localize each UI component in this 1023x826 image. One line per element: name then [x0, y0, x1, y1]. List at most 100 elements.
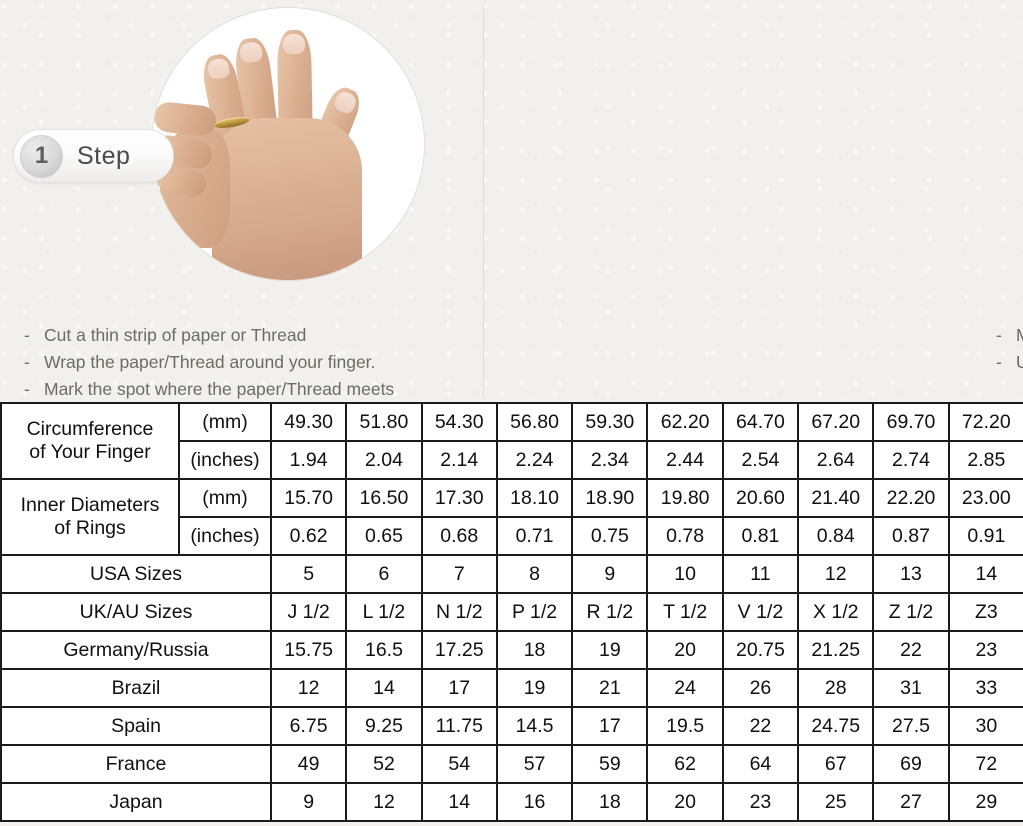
data-cell: 19	[571, 630, 649, 670]
data-cell: T 1/2	[646, 592, 724, 632]
data-cell: 0.75	[571, 516, 649, 556]
table-row: (inches) 1.94 2.04 2.14 2.24 2.34 2.44 2.54 2.64…	[1, 440, 1023, 480]
data-cell: 69.70	[872, 402, 950, 442]
data-cell: 52	[345, 744, 423, 784]
data-cell: 69	[872, 744, 950, 784]
instruction-line: -Use the following chart to determine yo…	[996, 349, 1023, 376]
data-cell: V 1/2	[721, 592, 800, 632]
data-cell: 19	[495, 668, 574, 708]
data-cell: 12	[269, 668, 348, 708]
data-cell: 11	[721, 554, 800, 594]
hand-with-thread-on-finger-photo	[152, 8, 424, 280]
data-cell: 2.04	[345, 440, 423, 480]
row-header-label: Circumference of Your Finger	[0, 402, 180, 480]
instruction-text: Mark the spot where the paper/Thread mee…	[44, 379, 395, 399]
data-cell: 21	[571, 668, 649, 708]
ring-size-chart: Circumference of Your Finger (mm) 49.30 51.8…	[0, 402, 1023, 822]
row-unit-label: (mm)	[178, 402, 272, 442]
table-row: Germany/Russia 15.75 16.5 17.25 18 19 20 20.75 2…	[0, 630, 1023, 670]
data-cell: 59.30	[571, 402, 649, 442]
data-cell: 20	[646, 782, 724, 822]
data-cell: 54	[420, 744, 498, 784]
data-cell: 27.5	[872, 706, 950, 746]
row-header-label: Spain	[0, 706, 272, 746]
data-cell: 15.70	[269, 478, 348, 518]
data-cell: 22	[721, 706, 800, 746]
data-cell: 16.5	[345, 630, 423, 670]
data-cell: J 1/2	[269, 592, 348, 632]
data-cell: 25	[797, 782, 875, 822]
row-header-label: USA Sizes	[0, 554, 272, 594]
instruction-line: -Measure the length of the thread with y…	[996, 322, 1023, 349]
data-cell: 0.62	[269, 516, 348, 556]
size-chart-body: Circumference of Your Finger (mm) 49.30 51.8…	[0, 402, 1023, 822]
step-1-number: 1	[20, 134, 63, 178]
data-cell: 20.75	[721, 630, 800, 670]
step-2-panel: 1 2 3 MADE IN CHINA 2 Step -Measure the …	[484, 0, 1023, 402]
data-cell: 19.80	[646, 478, 724, 518]
data-cell: Z3	[947, 592, 1023, 632]
data-cell: 2.85	[947, 440, 1023, 480]
data-cell: 24	[646, 668, 724, 708]
row-header-label: Inner Diameters of Rings	[0, 478, 180, 556]
data-cell: 17	[571, 706, 649, 746]
data-cell: 14.5	[495, 706, 574, 746]
data-cell: 18.90	[571, 478, 649, 518]
palm	[212, 118, 362, 280]
data-cell: 9	[269, 782, 348, 822]
data-cell: 54.30	[420, 402, 498, 442]
data-cell: 23	[947, 630, 1023, 670]
data-cell: 2.54	[721, 440, 800, 480]
data-cell: 11.75	[420, 706, 498, 746]
row-header-label: France	[0, 744, 272, 784]
data-cell: 10	[646, 554, 724, 594]
data-cell: 56.80	[495, 402, 574, 442]
data-cell: 0.68	[420, 516, 498, 556]
step-1-label: Step	[77, 141, 131, 170]
data-cell: 67	[797, 744, 875, 784]
panel-divider	[483, 6, 484, 398]
data-cell: 8	[495, 554, 574, 594]
instruction-text: Wrap the paper/Thread around your finger…	[44, 352, 376, 372]
data-cell: 15.75	[269, 630, 348, 670]
data-cell: 17.30	[420, 478, 498, 518]
step-1-instructions: - Cut a thin strip of paper or Thread - Wr…	[24, 322, 394, 403]
data-cell: 18.10	[495, 478, 574, 518]
data-cell: 2.24	[495, 440, 574, 480]
data-cell: 12	[345, 782, 423, 822]
instruction-line: - Cut a thin strip of paper or Thread	[24, 325, 307, 345]
size-chart-table: Circumference of Your Finger (mm) 49.30 51.8…	[0, 402, 1023, 822]
data-cell: 14	[420, 782, 498, 822]
row-header-label: Japan	[0, 782, 272, 822]
data-cell: 2.14	[420, 440, 498, 480]
step-1-panel: 1 Step - Cut a thin strip of paper or Thr…	[0, 0, 484, 402]
step-2-instructions: -Measure the length of the thread with y…	[996, 322, 1023, 376]
data-cell: 0.81	[721, 516, 800, 556]
data-cell: 18	[571, 782, 649, 822]
data-cell: 14	[947, 554, 1023, 594]
data-cell: 27	[872, 782, 950, 822]
instruction-line: - Wrap the paper/Thread around your finge…	[24, 352, 376, 372]
data-cell: P 1/2	[495, 592, 574, 632]
data-cell: 49	[269, 744, 348, 784]
data-cell: 31	[872, 668, 950, 708]
data-cell: 64.70	[721, 402, 800, 442]
data-cell: 20	[646, 630, 724, 670]
data-cell: 9	[571, 554, 649, 594]
data-cell: 0.87	[872, 516, 950, 556]
row-unit-label: (inches)	[178, 516, 272, 556]
instruction-text: Cut a thin strip of paper or Thread	[44, 325, 307, 345]
instruction-line: - Mark the spot where the paper/Thread me…	[24, 379, 395, 399]
data-cell: 2.34	[571, 440, 649, 480]
table-row: USA Sizes 5 6 7 8 9 10 11 12 13 14	[0, 554, 1023, 594]
data-cell: 23.00	[947, 478, 1023, 518]
row-header-label: Germany/Russia	[0, 630, 272, 670]
data-cell: 2.44	[646, 440, 724, 480]
table-row: France 49 52 54 57 59 62 64 67 69 72	[0, 744, 1023, 784]
row-unit-label: (inches)	[178, 440, 272, 480]
data-cell: N 1/2	[420, 592, 498, 632]
table-row: Japan 9 12 14 16 18 20 23 25 27 29	[0, 782, 1023, 822]
data-cell: 7	[420, 554, 498, 594]
data-cell: 28	[797, 668, 875, 708]
